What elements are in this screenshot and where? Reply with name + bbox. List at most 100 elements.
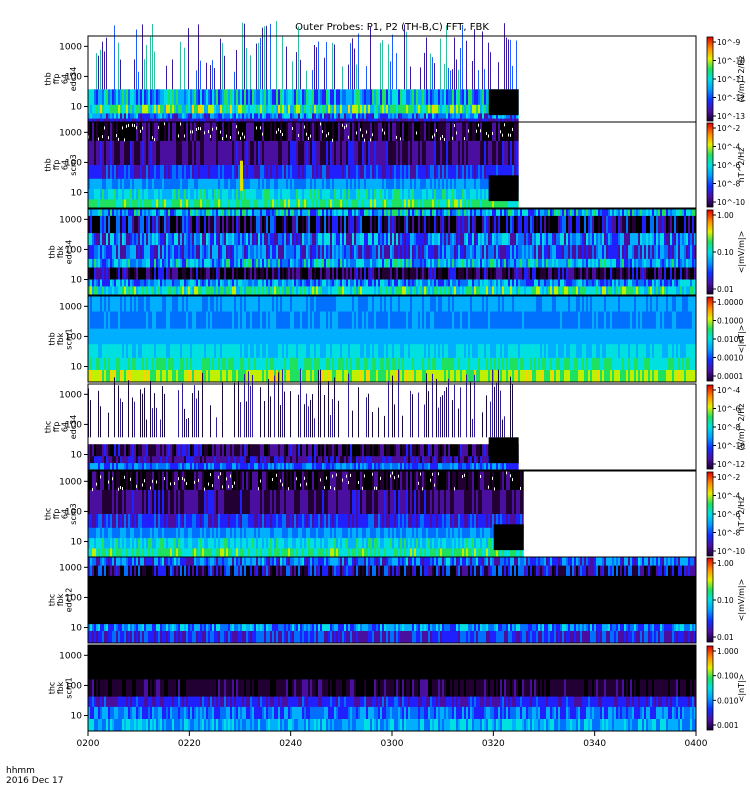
spectrogram-cell xyxy=(138,113,140,120)
spectrogram-cell xyxy=(306,215,308,234)
spectrogram-cell xyxy=(416,233,418,246)
wave-spike xyxy=(234,71,235,90)
spectrogram-cell xyxy=(116,215,118,234)
spectrogram-cell xyxy=(128,286,130,296)
wave-spike xyxy=(102,41,103,90)
spectrogram-cell xyxy=(510,258,512,268)
spectrogram-cell xyxy=(192,113,194,120)
spectrogram-cell xyxy=(94,296,96,312)
spectrogram-cell xyxy=(548,286,550,296)
spectrogram-cell xyxy=(88,296,90,312)
spectrogram-cell xyxy=(350,245,352,260)
noise-speck xyxy=(292,127,293,130)
spectrogram-cell xyxy=(556,215,558,234)
spectrogram-cell xyxy=(254,279,256,287)
spectrogram-cell xyxy=(222,286,224,296)
spectrogram-cell xyxy=(176,286,178,296)
spectrogram-cell xyxy=(138,199,140,209)
spectrogram-cell xyxy=(352,215,354,234)
spectrogram-cell xyxy=(398,178,400,190)
spectrogram-cell xyxy=(226,245,228,260)
spectrogram-cell xyxy=(672,258,674,268)
spectrogram-cell xyxy=(266,89,268,106)
spectrogram-cell xyxy=(174,140,176,166)
wave-spike xyxy=(488,42,489,90)
spectrogram-cell xyxy=(322,178,324,190)
spectrogram-cell xyxy=(98,189,100,200)
spectrogram-cell xyxy=(292,245,294,260)
spectrogram-cell xyxy=(354,245,356,260)
spectrogram-cell xyxy=(438,178,440,190)
spectrogram-cell xyxy=(504,258,506,268)
spectrogram-cell xyxy=(278,209,280,217)
spectrogram-cell xyxy=(420,267,422,280)
spectrogram-cell xyxy=(618,279,620,287)
spectrogram-cell xyxy=(182,209,184,217)
spectrogram-cell xyxy=(400,258,402,268)
noise-speck xyxy=(134,124,135,128)
spectrogram-cell xyxy=(164,199,166,209)
spectrogram-cell xyxy=(294,140,296,166)
spectrogram-cell xyxy=(340,113,342,120)
spectrogram-cell xyxy=(372,89,374,106)
spectrogram-cell xyxy=(366,140,368,166)
spectrogram-cell xyxy=(666,245,668,260)
spectrogram-cell xyxy=(514,258,516,268)
spectrogram-cell xyxy=(506,286,508,296)
spectrogram-cell xyxy=(124,140,126,166)
spectrogram-cell xyxy=(182,233,184,246)
spectrogram-cell xyxy=(408,178,410,190)
spectrogram-cell xyxy=(134,209,136,217)
spectrogram-cell xyxy=(498,245,500,260)
noise-speck xyxy=(456,131,457,135)
spectrogram-cell xyxy=(278,178,280,190)
spectrogram-cell xyxy=(286,113,288,120)
spectrogram-cell xyxy=(176,178,178,190)
spectrogram-cell xyxy=(202,199,204,209)
spectrogram-cell xyxy=(480,189,482,200)
spectrogram-cell xyxy=(234,113,236,120)
spectrogram-cell xyxy=(280,286,282,296)
spectrogram-cell xyxy=(428,140,430,166)
spectrogram-cell xyxy=(312,165,314,180)
spectrogram-cell xyxy=(104,311,106,330)
spectrogram-cell xyxy=(462,286,464,296)
noise-speck xyxy=(184,134,185,138)
spectrogram-cell xyxy=(250,199,252,209)
spectrogram-cell xyxy=(320,279,322,287)
spectrogram-cell xyxy=(294,113,296,120)
spectrogram-cell xyxy=(102,178,104,190)
spectrogram-cell xyxy=(508,113,510,120)
spectrogram-cell xyxy=(242,279,244,287)
spectrogram-cell xyxy=(578,267,580,280)
spectrogram-cell xyxy=(118,344,120,359)
spectrogram-cell xyxy=(210,118,212,123)
spectrogram-cell xyxy=(672,286,674,296)
spectrogram-cell xyxy=(106,189,108,200)
spectrogram-cell xyxy=(512,140,514,166)
spectrogram-cell xyxy=(200,279,202,287)
spectrogram-cell xyxy=(610,245,612,260)
colorbar-tick-label: 0.10 xyxy=(717,248,734,257)
spectrogram-cell xyxy=(336,258,338,268)
spectrogram-cell xyxy=(90,344,92,359)
spectrogram-cell xyxy=(104,140,106,166)
spectrogram-cell xyxy=(382,215,384,234)
spectrogram-cell xyxy=(210,245,212,260)
spectrogram-cell xyxy=(204,279,206,287)
spectrogram-cell xyxy=(120,178,122,190)
spectrogram-cell xyxy=(186,267,188,280)
spectrogram-cell xyxy=(288,122,290,142)
spectrogram-cell xyxy=(428,279,430,287)
spectrogram-cell xyxy=(366,286,368,296)
spectrogram-cell xyxy=(426,209,428,217)
spectrogram-cell xyxy=(318,209,320,217)
wave-spike xyxy=(292,61,293,90)
spectrogram-cell xyxy=(618,215,620,234)
spectrogram-cell xyxy=(536,209,538,217)
noise-speck xyxy=(512,127,513,131)
spectrogram-cell xyxy=(478,122,480,142)
spectrogram-cell xyxy=(660,209,662,217)
spectrogram-cell xyxy=(356,165,358,180)
spectrogram-cell xyxy=(252,215,254,234)
